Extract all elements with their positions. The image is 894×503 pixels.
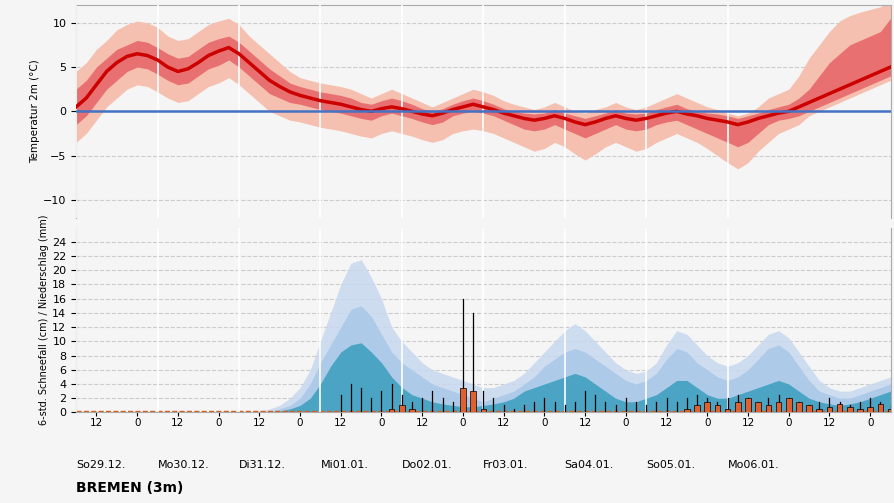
- Bar: [856, 409, 862, 412]
- Y-axis label: 6-std. Schneefall (cm) / Niederschlag (mm): 6-std. Schneefall (cm) / Niederschlag (m…: [39, 215, 49, 425]
- Bar: [694, 405, 699, 412]
- Bar: [815, 409, 822, 412]
- Bar: [805, 405, 811, 412]
- Bar: [704, 402, 709, 412]
- Bar: [713, 405, 720, 412]
- Bar: [876, 404, 882, 412]
- Text: Di31.12.: Di31.12.: [239, 460, 286, 470]
- Bar: [866, 407, 872, 412]
- Text: Fr03.01.: Fr03.01.: [483, 460, 528, 470]
- Bar: [764, 405, 771, 412]
- Text: Mo06.01.: Mo06.01.: [727, 460, 779, 470]
- Bar: [469, 391, 476, 412]
- Bar: [683, 409, 689, 412]
- Bar: [399, 405, 404, 412]
- Bar: [836, 404, 841, 412]
- Bar: [745, 398, 750, 412]
- Text: So05.01.: So05.01.: [645, 460, 695, 470]
- Bar: [887, 409, 892, 412]
- Text: Sa04.01.: Sa04.01.: [564, 460, 613, 470]
- Text: Mi01.01.: Mi01.01.: [320, 460, 368, 470]
- Bar: [480, 409, 485, 412]
- Y-axis label: Temperatur 2m (°C): Temperatur 2m (°C): [30, 59, 40, 163]
- Text: Do02.01.: Do02.01.: [401, 460, 452, 470]
- Bar: [755, 402, 760, 412]
- Bar: [734, 402, 740, 412]
- Bar: [826, 407, 831, 412]
- Bar: [846, 407, 852, 412]
- Bar: [724, 409, 730, 412]
- Bar: [785, 398, 790, 412]
- Bar: [795, 402, 801, 412]
- Bar: [460, 388, 465, 412]
- Text: BREMEN (3m): BREMEN (3m): [76, 481, 183, 495]
- Text: Mo30.12.: Mo30.12.: [157, 460, 209, 470]
- Text: So29.12.: So29.12.: [76, 460, 125, 470]
- Bar: [388, 409, 394, 412]
- Bar: [409, 409, 415, 412]
- Bar: [775, 402, 780, 412]
